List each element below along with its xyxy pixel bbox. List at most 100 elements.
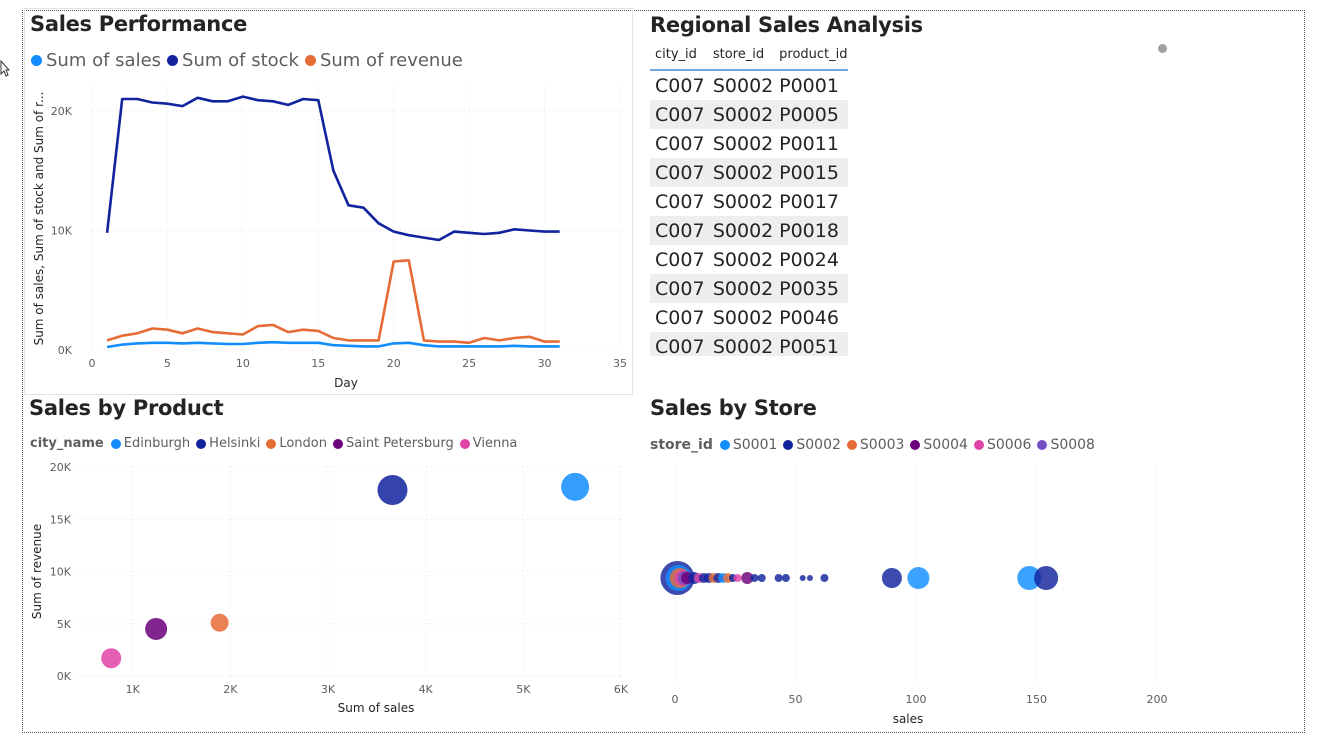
cell-product-id: P0015 <box>779 161 839 184</box>
legend-label-s0001: S0001 <box>732 437 778 453</box>
cell-store-id: S0002 <box>712 219 774 242</box>
column-header-store-id[interactable]: store_id <box>712 47 765 62</box>
cell-city-id: C007 <box>655 74 705 97</box>
cell-product-id: P0035 <box>779 277 839 300</box>
cell-city-id: C007 <box>655 306 705 329</box>
cell-city-id: C007 <box>655 161 705 184</box>
cell-city-id: C007 <box>655 335 705 357</box>
cell-city-id: C007 <box>655 190 705 213</box>
x-tick-label: 0 <box>672 693 679 706</box>
legend-dot-saint-petersburg <box>332 438 343 449</box>
bubble-s0001 <box>907 567 930 589</box>
x-tick-label: 25 <box>462 357 476 370</box>
legend-label-edinburgh: Edinburgh <box>123 436 191 451</box>
cell-city-id: C007 <box>655 248 705 271</box>
cell-store-id: S0002 <box>712 306 774 329</box>
bubble-s0002 <box>781 574 790 582</box>
legend-item-sales[interactable]: Sum of sales <box>31 50 161 71</box>
table-row[interactable]: C007 S0002 P0005 <box>650 100 848 129</box>
table-row[interactable]: C007 S0002 P0035 <box>650 274 848 303</box>
y-axis-title: Sum of revenue <box>30 524 44 619</box>
bubble-london <box>210 613 229 632</box>
y-tick-label: 5K <box>57 618 72 631</box>
legend-item-s0004[interactable]: S0004 <box>910 437 968 453</box>
sales-performance-chart: 0 5 10 15 20 25 30 35 0K 10K 20K Day Sum of sales, S… <box>32 87 627 390</box>
legend-item-s0003[interactable]: S0003 <box>846 437 904 453</box>
legend-label-s0006: S0006 <box>986 437 1032 453</box>
series-line-sales <box>106 340 560 349</box>
legend-dot-s0008 <box>1037 440 1048 450</box>
cell-store-id: S0002 <box>712 248 774 271</box>
x-tick-label: 150 <box>1026 693 1047 706</box>
regional-sales-table[interactable]: city_id store_id product_id C007 S0002 P00… <box>650 40 848 356</box>
x-tick-label: 2K <box>223 683 238 696</box>
sales-by-product-visual[interactable]: Sales by Product city_name Edinburgh Hel… <box>24 393 633 733</box>
report-canvas <box>22 10 1305 733</box>
cell-product-id: P0005 <box>779 103 839 126</box>
y-axis-title: Sum of sales, Sum of stock and Sum of r.… <box>32 92 46 346</box>
x-tick-label: 3K <box>321 683 336 696</box>
sales-by-store-visual[interactable]: Sales by Store store_id S0001 S0002 S000… <box>645 393 1325 733</box>
table-row[interactable]: C007 S0002 P0051 <box>650 332 848 356</box>
legend-dot-s0002 <box>783 440 794 450</box>
column-header-product-id[interactable]: product_id <box>779 47 848 62</box>
legend-item-s0001[interactable]: S0001 <box>719 437 778 453</box>
column-header-city-id[interactable]: city_id <box>655 47 697 62</box>
legend-item-s0006[interactable]: S0006 <box>973 437 1032 453</box>
table-row[interactable]: C007 S0002 P0001 <box>650 71 848 100</box>
mouse-cursor-icon <box>0 60 10 77</box>
x-tick-label: 15 <box>311 357 325 370</box>
legend-dot-s0003 <box>846 440 857 450</box>
sales-performance-visual[interactable]: Sales Performance Sum of sales Sum of st… <box>24 8 633 395</box>
legend-item-edinburgh[interactable]: Edinburgh <box>110 436 191 451</box>
legend-item-stock[interactable]: Sum of stock <box>167 50 299 71</box>
legend-dot-london <box>266 438 277 449</box>
table-row[interactable]: C007 S0002 P0018 <box>650 216 848 245</box>
y-tick-label: 20K <box>51 105 73 118</box>
cell-store-id: S0002 <box>712 74 774 97</box>
legend-item-helsinki[interactable]: Helsinki <box>196 436 260 451</box>
legend-item-revenue[interactable]: Sum of revenue <box>304 50 463 71</box>
table-row[interactable]: C007 S0002 P0046 <box>650 303 848 332</box>
legend-label-sales: Sum of sales <box>46 50 162 71</box>
x-tick-label: 10 <box>236 357 250 370</box>
bubble-s0002 <box>750 574 759 582</box>
legend-item-saint-petersburg[interactable]: Saint Petersburg <box>332 436 454 451</box>
table-row[interactable]: C007 S0002 P0015 <box>650 158 848 187</box>
regional-sales-visual[interactable]: Regional Sales Analysis city_id store_id… <box>645 10 1325 370</box>
cell-store-id: S0002 <box>712 190 774 213</box>
bubble-s0002 <box>1034 566 1059 590</box>
legend-item-london[interactable]: London <box>266 436 327 451</box>
legend-item-vienna[interactable]: Vienna <box>459 436 517 451</box>
more-options-icon[interactable] <box>1158 44 1167 53</box>
table-header: city_id store_id product_id <box>650 40 848 71</box>
table-body[interactable]: C007 S0002 P0001 C007 S0002 P0005 C007 S0002 P00… <box>650 71 848 356</box>
bubble-vienna <box>101 648 122 669</box>
table-row[interactable]: C007 S0002 P0017 <box>650 187 848 216</box>
x-tick-label: 30 <box>538 357 552 370</box>
table-row[interactable]: C007 S0002 P0024 <box>650 245 848 274</box>
legend-item-s0002[interactable]: S0002 <box>783 437 841 453</box>
x-tick-label: 200 <box>1147 693 1168 706</box>
cell-store-id: S0002 <box>712 161 774 184</box>
sales-by-store-legend: store_id S0001 S0002 S0003 S0004 S0006 S… <box>650 437 1101 453</box>
legend-item-s0008[interactable]: S0008 <box>1037 437 1095 453</box>
y-tick-label: 10K <box>50 566 72 579</box>
x-tick-label: 0 <box>89 357 96 370</box>
bubble-s0002 <box>820 574 829 582</box>
cell-city-id: C007 <box>655 277 705 300</box>
x-tick-label: 35 <box>613 357 627 370</box>
legend-label-stock: Sum of stock <box>182 50 299 71</box>
y-tick-label: 0K <box>58 344 73 357</box>
legend-label-s0008: S0008 <box>1050 437 1095 453</box>
legend-label-helsinki: Helsinki <box>209 436 261 451</box>
legend-dot-revenue <box>304 55 316 66</box>
x-tick-label: 20 <box>387 357 401 370</box>
table-row[interactable]: C007 S0002 P0011 <box>650 129 848 158</box>
cell-product-id: P0017 <box>779 190 839 213</box>
y-tick-label: 20K <box>50 461 72 474</box>
legend-dot-s0004 <box>910 440 921 450</box>
x-tick-label: 5K <box>516 683 531 696</box>
legend-label-s0004: S0004 <box>923 437 968 453</box>
legend-label-revenue: Sum of revenue <box>319 50 463 71</box>
